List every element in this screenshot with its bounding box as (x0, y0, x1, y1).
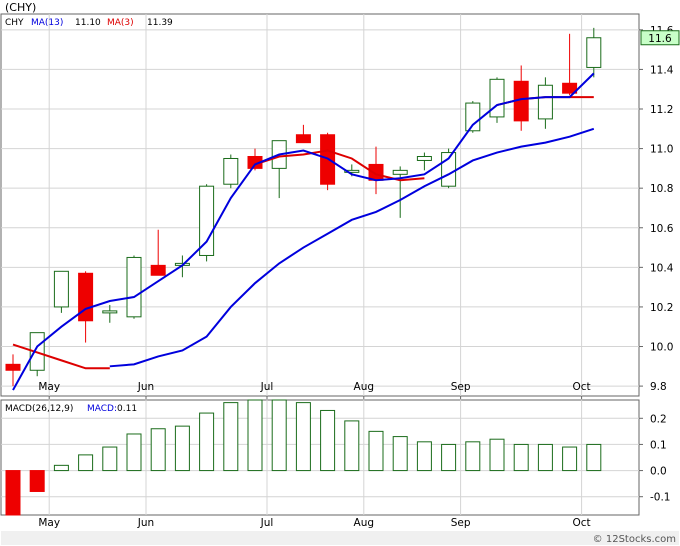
price-x-tick-label: Sep (451, 381, 471, 393)
macd-bar (174, 425, 190, 472)
macd-grid (1, 400, 639, 515)
price-grid (1, 14, 639, 396)
candle-body (78, 272, 94, 322)
macd-y-tick-label: -0.1 (650, 492, 671, 504)
macd-x-tick-label: Oct (573, 517, 591, 529)
price-y-tick-label: 10.2 (650, 302, 673, 314)
macd-bar (78, 454, 94, 472)
price-y-axis: 9.8 10.0 10.2 10.4 10.6 10.8 11.0 11.2 11.4 11.6 (639, 25, 674, 393)
price-x-tick-label: Oct (573, 381, 591, 393)
ma13-line (109, 127, 595, 368)
ma3-line (12, 343, 110, 370)
candle-body (102, 310, 118, 314)
macd-legend-title: MACD(26,12,9) (5, 404, 73, 414)
macd-bar (513, 443, 529, 472)
candle-body (199, 185, 215, 256)
macd-bar (562, 446, 578, 472)
price-x-tick-label: May (38, 381, 60, 393)
watermark: © 12Stocks.com (593, 534, 676, 545)
candle-body (416, 156, 432, 161)
macd-bar (537, 443, 553, 472)
candle-body (537, 84, 553, 120)
macd-bar (53, 464, 69, 472)
price-x-axis: May Jun Jul Aug Sep Oct (38, 381, 591, 399)
macd-bar (392, 436, 408, 472)
macd-bar (586, 443, 602, 472)
candle-body (465, 102, 481, 132)
candle-body (489, 78, 505, 118)
macd-bar (5, 470, 21, 516)
price-y-tick-label: 9.8 (650, 381, 667, 393)
candle-body (150, 264, 166, 276)
candle-body (53, 270, 69, 308)
macd-x-tick-label: Aug (354, 517, 375, 529)
macd-y-tick-label: 0.1 (650, 439, 667, 451)
legend-ticker: CHY (5, 18, 24, 28)
candle-body (126, 256, 142, 318)
legend-ma13-label: MA(13) (31, 18, 63, 28)
candle-body (368, 163, 384, 181)
macd-bar (465, 441, 481, 472)
macd-bar (295, 402, 311, 472)
bottom-strip (1, 531, 679, 545)
macd-bar (344, 420, 360, 472)
price-panel (0, 13, 640, 397)
macd-y-tick-label: 0.2 (650, 413, 667, 425)
price-y-tick-label: 11.0 (650, 144, 673, 156)
candle-body (295, 134, 311, 144)
candle-body (562, 82, 578, 94)
price-y-tick-label: 10.0 (650, 342, 673, 354)
macd-bar (416, 441, 432, 472)
macd-bar (368, 430, 384, 472)
macd-bar (441, 443, 457, 472)
macd-x-tick-label: Sep (451, 517, 471, 529)
price-x-tick-label: Jul (260, 381, 274, 393)
macd-bar (223, 402, 239, 472)
macd-legend-value: 0.11 (117, 404, 137, 414)
macd-bar (199, 412, 215, 472)
macd-y-tick-label: 0.0 (650, 466, 667, 478)
price-y-tick-label: 10.8 (650, 183, 673, 195)
macd-bar (29, 470, 45, 492)
svg-text:11.6: 11.6 (648, 33, 672, 45)
macd-bar (271, 399, 287, 472)
legend-ma3-label: MA(3) (107, 18, 134, 28)
macd-bar (320, 409, 336, 472)
macd-x-axis: May Jun Jul Aug Sep Oct (38, 517, 590, 529)
macd-x-tick-label: May (38, 517, 60, 529)
price-legend: CHY MA(13) 11.10 MA(3) 11.39 (5, 18, 173, 28)
last-price-badge: 11.6 (640, 30, 680, 46)
macd-bar (150, 428, 166, 472)
price-y-tick-label: 10.4 (650, 262, 674, 274)
moving-average-lines (12, 72, 595, 391)
macd-x-tick-label: Jun (137, 517, 154, 529)
candle-body (344, 169, 360, 173)
price-x-tick-label: Aug (354, 381, 375, 393)
macd-bar (102, 446, 118, 472)
legend-ma13-value: 11.10 (75, 18, 101, 28)
price-y-tick-label: 11.2 (650, 104, 673, 116)
macd-x-tick-label: Jul (260, 517, 274, 529)
price-x-tick-label: Jun (137, 381, 154, 393)
macd-y-axis: 0.2 0.1 0.0 -0.1 (639, 413, 671, 504)
ma-fast-line (12, 72, 595, 391)
candle-body (223, 157, 239, 185)
macd-bar (126, 433, 142, 472)
candle-body (586, 37, 602, 68)
macd-bar (247, 399, 263, 472)
macd-legend: MACD(26,12,9) MACD: 0.11 (5, 404, 137, 414)
ticker-label: (CHY) (5, 1, 36, 14)
price-y-tick-label: 11.4 (650, 64, 674, 76)
candle-body (5, 363, 21, 371)
macd-bars (5, 399, 602, 516)
macd-bar (489, 438, 505, 472)
legend-ma3-value: 11.39 (147, 18, 173, 28)
price-y-tick-label: 10.6 (650, 223, 674, 235)
candle-body (392, 169, 408, 175)
macd-legend-label: MACD: (87, 404, 117, 414)
